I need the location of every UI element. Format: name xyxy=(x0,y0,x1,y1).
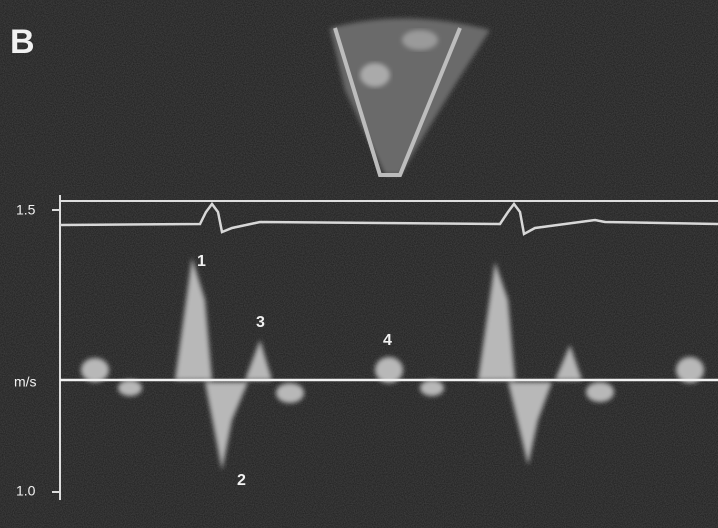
spectral-hump xyxy=(420,380,444,396)
spectral-hump xyxy=(276,383,304,403)
sector-blob xyxy=(402,30,438,50)
doppler-image: B 1.5 m/s 1.0 1 2 3 4 xyxy=(0,0,718,528)
annotation: 2 xyxy=(237,472,246,489)
spectral-hump xyxy=(586,382,614,402)
spectral-hump xyxy=(81,358,109,382)
panel-label: B xyxy=(10,23,35,61)
annotation: 1 xyxy=(197,253,206,270)
page: B 1.5 m/s 1.0 1 2 3 4 (() => { const dat… xyxy=(0,0,718,528)
unit-label: m/s xyxy=(14,374,37,390)
spectral-hump xyxy=(118,380,142,396)
sector-blob xyxy=(360,63,390,87)
scale-label: 1.5 xyxy=(16,202,36,218)
scale-label: 1.0 xyxy=(16,483,36,499)
annotation: 4 xyxy=(383,332,392,349)
annotation: 3 xyxy=(256,314,265,331)
